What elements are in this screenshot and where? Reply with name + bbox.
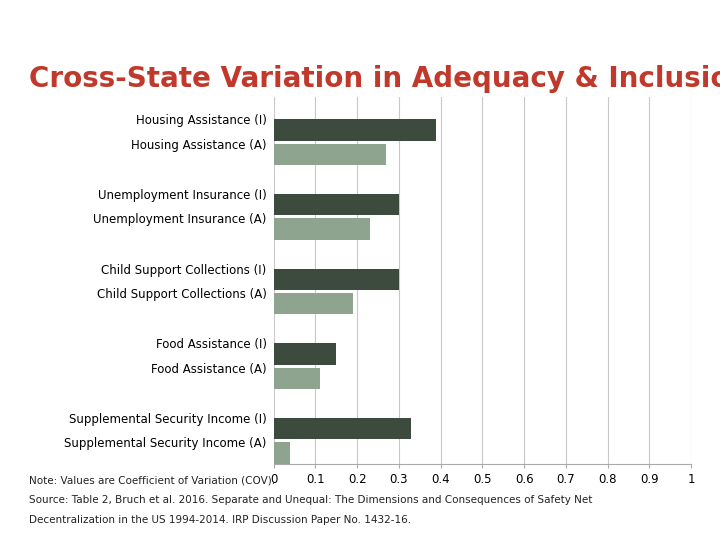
- Bar: [274, 144, 387, 165]
- Bar: [274, 293, 353, 314]
- Bar: [274, 368, 320, 389]
- Bar: [274, 119, 436, 140]
- Bar: [274, 418, 411, 439]
- Bar: [274, 442, 290, 464]
- Text: Source: Table 2, Bruch et al. 2016. Separate and Unequal: The Dimensions and Con: Source: Table 2, Bruch et al. 2016. Sepa…: [29, 495, 592, 505]
- Bar: [274, 343, 336, 364]
- Text: Decentralization in the US 1994-2014. IRP Discussion Paper No. 1432-16.: Decentralization in the US 1994-2014. IR…: [29, 515, 411, 525]
- Bar: [274, 268, 399, 290]
- Text: Cross-State Variation in Adequacy & Inclusion: Cross-State Variation in Adequacy & Incl…: [29, 65, 720, 93]
- Text: Note: Values are Coefficient of Variation (COV).: Note: Values are Coefficient of Variatio…: [29, 475, 275, 485]
- Bar: [274, 194, 399, 215]
- Bar: [274, 218, 369, 240]
